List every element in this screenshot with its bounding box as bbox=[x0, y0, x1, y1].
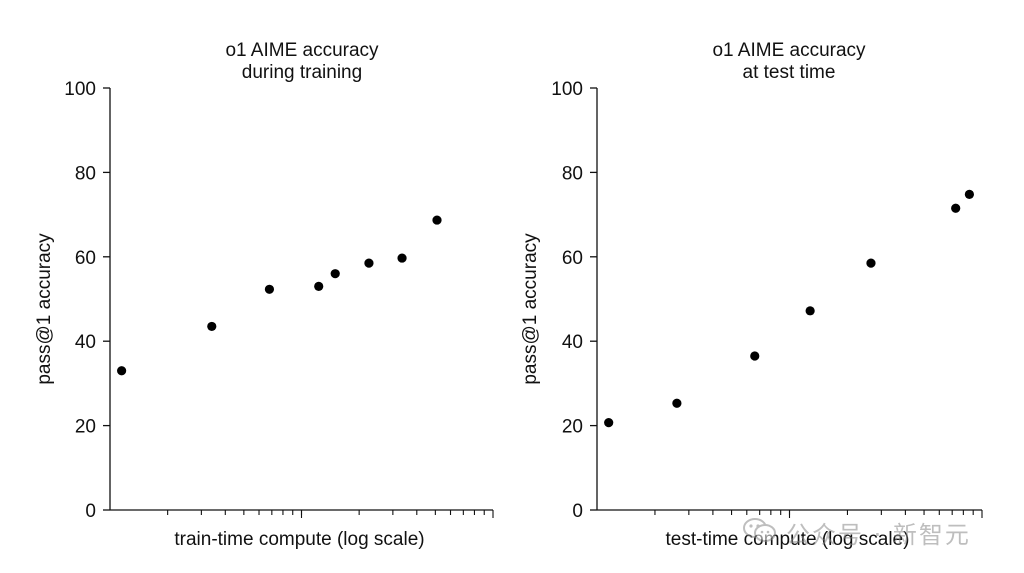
chart1-x-axis-label: train-time compute (log scale) bbox=[174, 529, 424, 550]
chart2-y-tick-label: 100 bbox=[551, 79, 583, 100]
chart2-y-tick-label: 60 bbox=[562, 248, 583, 269]
chart1-data-point bbox=[207, 321, 217, 332]
chart2-data-point bbox=[750, 351, 760, 361]
chart1-title-line-1: o1 AIME accuracy bbox=[225, 40, 379, 61]
chart1-y-tick-label: 60 bbox=[75, 248, 96, 269]
chart1-data-point bbox=[117, 366, 127, 376]
chart2-title-line-1: o1 AIME accuracy bbox=[712, 40, 866, 61]
chart2-y-tick-label: 40 bbox=[562, 332, 583, 353]
chart1-data-point bbox=[364, 258, 374, 268]
chart1-y-tick-label: 40 bbox=[75, 332, 96, 353]
chart2-title-line-2: at test time bbox=[743, 62, 836, 83]
chart1-data-point bbox=[330, 269, 340, 279]
chart1-y-tick-label: 0 bbox=[85, 501, 96, 522]
chart2-y-tick-label: 80 bbox=[562, 163, 583, 184]
watermark-text: 公众号 · 新智元 bbox=[786, 520, 971, 549]
chart1-y-tick-label: 20 bbox=[75, 417, 96, 438]
chart1-y-tick-label: 80 bbox=[75, 163, 96, 184]
chart1-y-tick-label: 100 bbox=[64, 79, 96, 100]
chart1-data-point bbox=[314, 281, 324, 291]
chart1-data-point bbox=[432, 215, 442, 225]
watermark: 公众号 · 新智元 bbox=[742, 512, 1012, 552]
chart1-title-line-2: during training bbox=[242, 62, 362, 83]
chart2-data-point bbox=[604, 418, 614, 428]
chart2-data-point bbox=[951, 203, 961, 213]
chart1-data-point bbox=[264, 284, 275, 294]
chart2-data-point bbox=[672, 398, 682, 408]
chart2-data-point bbox=[964, 189, 974, 199]
chart1-y-axis-label: pass@1 accuracy bbox=[34, 233, 55, 385]
chart2-data-point bbox=[805, 306, 815, 316]
wechat-icon bbox=[742, 516, 778, 549]
chart2-data-point bbox=[866, 258, 876, 268]
chart2-y-tick-label: 20 bbox=[562, 417, 583, 438]
chart2-y-tick-label: 0 bbox=[572, 501, 583, 522]
chart2-x-axis-label: test-time compute (log scale) bbox=[666, 529, 910, 550]
chart1-data-point bbox=[397, 253, 407, 263]
chart2-y-axis-label: pass@1 accuracy bbox=[520, 233, 541, 385]
